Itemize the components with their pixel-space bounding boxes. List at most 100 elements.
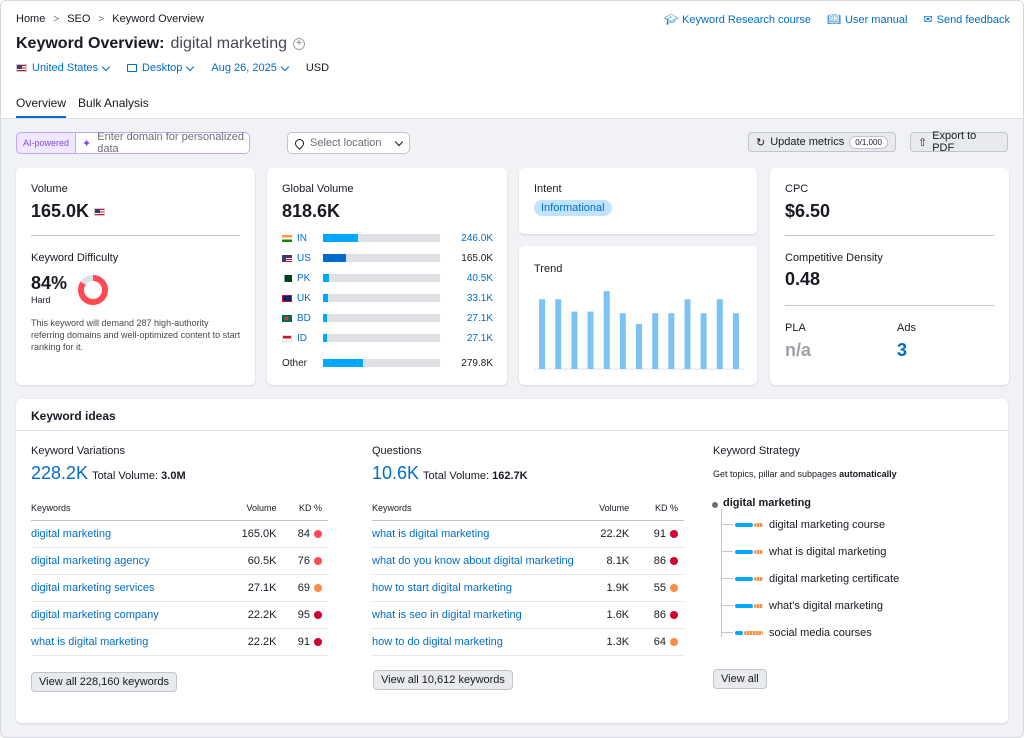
us-flag-icon	[94, 207, 106, 216]
global-volume-row: IN 246.0K	[282, 231, 493, 245]
topic-volume-bar	[735, 550, 763, 554]
col-volume[interactable]: Volume	[577, 496, 636, 521]
domain-input[interactable]: ✦ Enter domain for personalized data	[75, 131, 250, 155]
questions-count[interactable]: 10.6K	[372, 463, 420, 483]
col-keywords[interactable]: Keywords	[31, 496, 221, 521]
ads-value[interactable]: 3	[897, 340, 908, 360]
kd-cell: 86	[635, 547, 684, 575]
table-row: what do you know about digital marketing…	[372, 547, 684, 575]
col-volume[interactable]: Volume	[221, 496, 283, 521]
manual-link-label: User manual	[845, 13, 908, 26]
page-title-prefix: Keyword Overview:	[16, 35, 165, 52]
keyword-link[interactable]: what is seo in digital marketing	[372, 608, 522, 621]
date-dropdown[interactable]: Aug 26, 2025	[211, 62, 290, 74]
trend-bar[interactable]	[700, 313, 707, 369]
ads-label: Ads	[897, 322, 916, 334]
kd-value: 91	[653, 527, 666, 540]
country-volume[interactable]: 246.0K	[461, 232, 493, 244]
graduation-cap-icon: 🎓︎	[664, 14, 679, 26]
tab-bulk-analysis[interactable]: Bulk Analysis	[78, 96, 149, 110]
keyword-link[interactable]: how to start digital marketing	[372, 581, 513, 594]
tabs: Overview Bulk Analysis	[16, 96, 149, 118]
tree-item[interactable]: social media courses	[735, 627, 872, 639]
cpc-label: CPC	[785, 183, 809, 195]
tree-item[interactable]: digital marketing certificate	[735, 573, 899, 585]
trend-bar[interactable]	[732, 313, 739, 369]
variations-view-all-button[interactable]: View all 228,160 keywords	[31, 671, 178, 692]
location-pin-icon	[293, 136, 306, 150]
intent-label: Intent	[534, 183, 562, 195]
trend-bar[interactable]	[652, 313, 659, 369]
trend-bar[interactable]	[716, 299, 723, 369]
trend-bar[interactable]	[636, 323, 642, 369]
kd-value: 86	[653, 554, 666, 567]
keyword-link[interactable]: what is digital marketing	[31, 635, 149, 648]
trend-bar[interactable]	[539, 299, 546, 369]
country-code[interactable]: IN	[297, 232, 307, 244]
share-bar	[323, 294, 440, 302]
country-dropdown[interactable]: United States	[16, 62, 111, 74]
send-feedback-link[interactable]: ✉︎ Send feedback	[923, 13, 1010, 27]
volume-cell: 22.2K	[221, 601, 283, 629]
country-code[interactable]: PK	[297, 272, 311, 284]
location-select[interactable]: Select location	[287, 132, 410, 154]
breadcrumb-current: Keyword Overview	[112, 13, 204, 25]
keyword-cell: what is seo in digital marketing	[372, 601, 577, 629]
header-links: 🎓︎ Keyword Research course 📖︎ User manua…	[664, 13, 1010, 27]
kd-indicator-icon	[314, 529, 322, 538]
country-volume[interactable]: 40.5K	[466, 272, 493, 284]
country-code[interactable]: UK	[297, 292, 311, 304]
bar-segment-volume	[735, 523, 753, 527]
country-code[interactable]: BD	[297, 312, 311, 324]
col-keywords[interactable]: Keywords	[372, 496, 577, 521]
strategy-view-all-button[interactable]: View all	[713, 669, 767, 689]
kd-indicator-icon	[314, 583, 322, 592]
tree-root-label: digital marketing	[723, 497, 812, 509]
variations-count[interactable]: 228.2K	[31, 463, 89, 483]
trend-bar[interactable]	[571, 311, 578, 369]
id-flag-icon	[282, 334, 292, 342]
keyword-link[interactable]: what do you know about digital marketing	[372, 554, 574, 567]
update-metrics-button[interactable]: ↻ Update metrics 0/1,000	[748, 132, 896, 152]
trend-bar[interactable]	[587, 311, 594, 369]
share-bar-fill	[323, 274, 329, 282]
tree-item[interactable]: what's digital marketing	[735, 600, 883, 612]
kd-value: 95	[297, 608, 310, 621]
page-title-keyword: digital marketing	[170, 35, 288, 52]
country-volume[interactable]: 165.0K	[461, 252, 493, 264]
country-code[interactable]: ID	[297, 332, 307, 344]
add-to-list-icon[interactable]: +	[293, 38, 305, 50]
domain-input-placeholder: Enter domain for personalized data	[97, 131, 244, 155]
trend-bar[interactable]	[668, 313, 675, 369]
keyword-link[interactable]: digital marketing services	[31, 581, 155, 594]
trend-bar[interactable]	[684, 299, 691, 369]
country-code[interactable]: US	[297, 252, 311, 264]
country-volume[interactable]: 27.1K	[466, 312, 493, 324]
user-manual-link[interactable]: 📖︎ User manual	[827, 13, 908, 27]
breadcrumb-home[interactable]: Home	[16, 13, 46, 25]
keyword-link[interactable]: digital marketing agency	[31, 554, 150, 567]
trend-bar[interactable]	[603, 291, 610, 369]
country-volume[interactable]: 27.1K	[466, 332, 493, 344]
export-pdf-button[interactable]: ⇧ Export to PDF	[910, 130, 1008, 154]
tab-overview[interactable]: Overview	[16, 96, 67, 118]
keyword-research-course-link[interactable]: 🎓︎ Keyword Research course	[664, 13, 811, 27]
keyword-link[interactable]: digital marketing	[31, 527, 112, 540]
keyword-link[interactable]: what is digital marketing	[372, 527, 490, 540]
tree-item[interactable]: what is digital marketing	[735, 546, 886, 558]
keyword-link[interactable]: digital marketing company	[31, 608, 159, 621]
volume-cell: 22.2K	[577, 520, 636, 548]
col-kd[interactable]: KD %	[635, 496, 684, 521]
questions-view-all-button[interactable]: View all 10,612 keywords	[373, 669, 513, 690]
chevron-right-icon: >	[98, 13, 105, 25]
volume-cell: 1.6K	[577, 601, 636, 629]
device-dropdown[interactable]: Desktop	[127, 62, 195, 74]
breadcrumb-seo[interactable]: SEO	[67, 13, 91, 25]
col-kd[interactable]: KD %	[282, 496, 328, 521]
keyword-link[interactable]: how to do digital marketing	[372, 635, 503, 648]
tree-item[interactable]: digital marketing course	[735, 519, 885, 531]
country-volume[interactable]: 33.1K	[466, 292, 493, 304]
trend-bar[interactable]	[619, 313, 626, 369]
table-row: how to do digital marketing 1.3K 64	[372, 628, 684, 656]
trend-bar[interactable]	[555, 299, 562, 369]
